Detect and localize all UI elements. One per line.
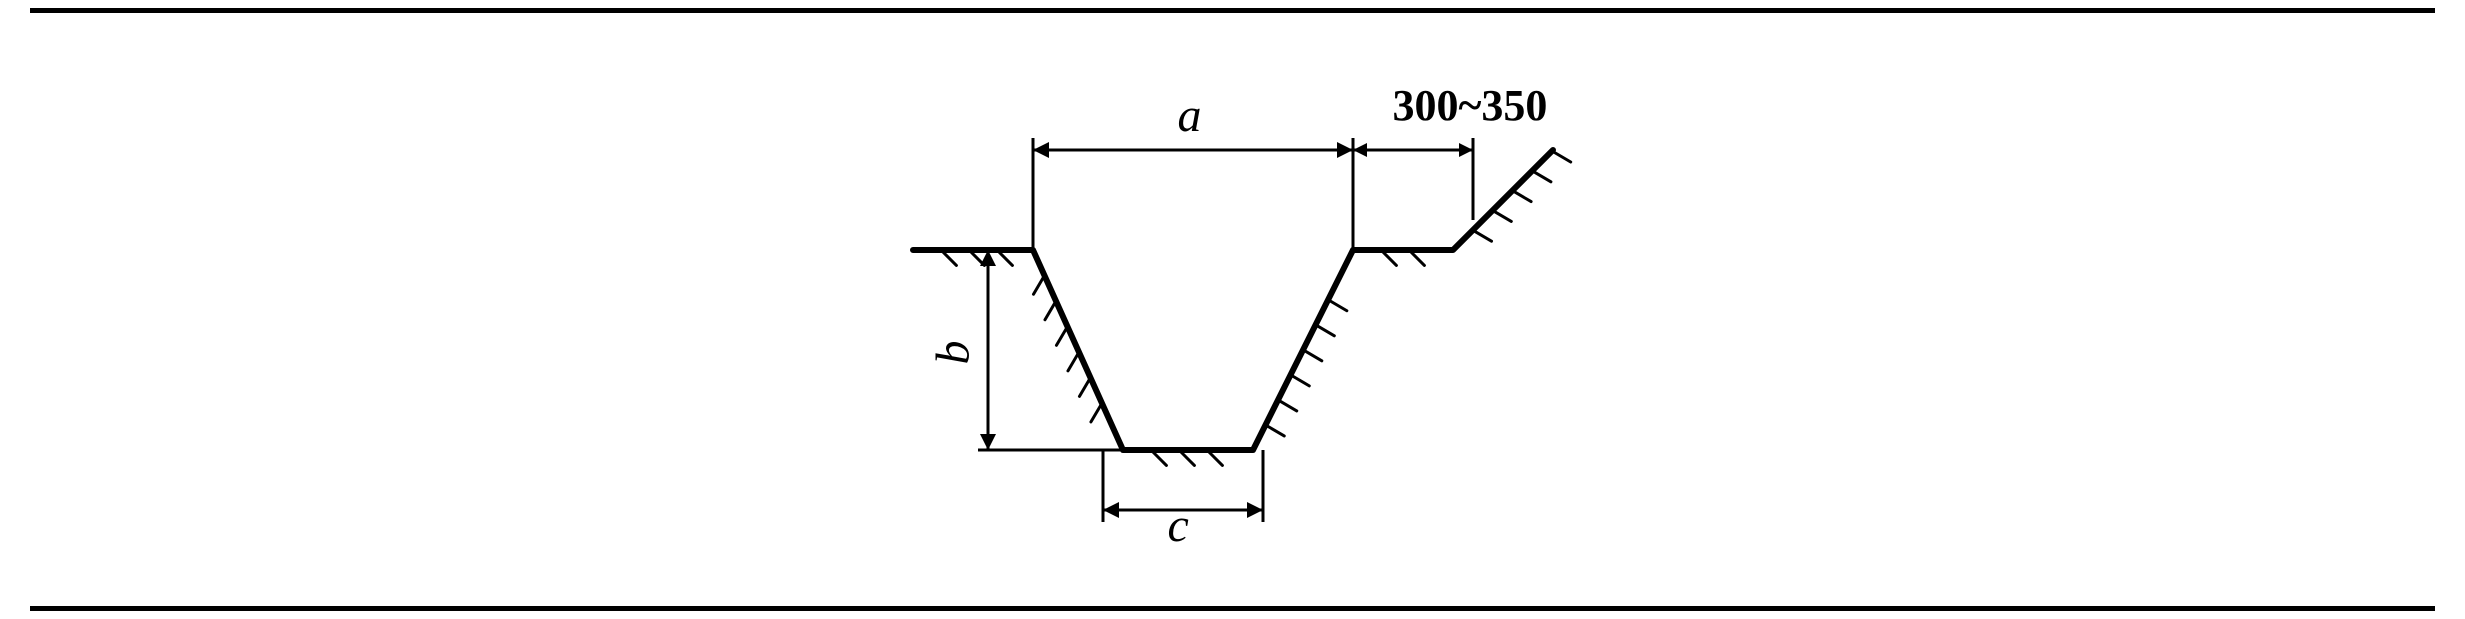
bottom-rule — [30, 606, 2435, 611]
label-b: b — [925, 340, 980, 364]
label-c: c — [1168, 498, 1189, 553]
page-container: a 300~350 b c — [0, 0, 2465, 619]
label-offset: 300~350 — [1393, 80, 1548, 131]
top-rule — [30, 8, 2435, 13]
label-a: a — [1178, 88, 1202, 143]
trench-diagram: a 300~350 b c — [833, 50, 1633, 570]
